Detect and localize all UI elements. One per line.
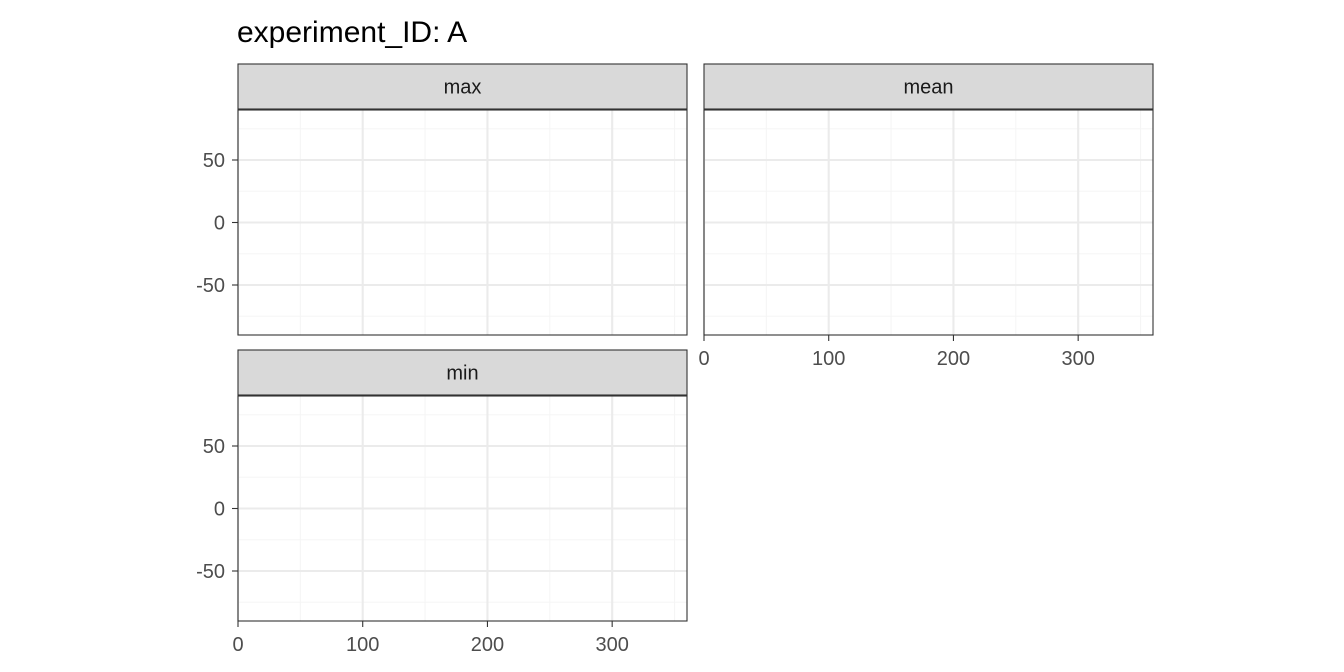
facet-max: max -50 0 50 <box>196 63 688 336</box>
x-tick-label: 300 <box>1061 348 1094 370</box>
x-tick-label: 300 <box>595 634 628 656</box>
strip-mean <box>703 63 1154 110</box>
strip-label: mean <box>903 77 953 99</box>
x-tick-label: 0 <box>698 348 709 370</box>
x-tick-label: 0 <box>232 634 243 656</box>
y-tick-label: -50 <box>196 275 225 297</box>
facet-mean: mean 0 100 200 300 <box>698 63 1154 370</box>
y-tick-label: 50 <box>203 436 225 458</box>
panel-border <box>703 109 1154 336</box>
strip-label: max <box>444 77 482 99</box>
x-tick-label: 100 <box>812 348 845 370</box>
y-tick-label: -50 <box>196 561 225 583</box>
chart-title: experiment_ID: A <box>237 16 467 49</box>
x-tick-label: 200 <box>471 634 504 656</box>
facets: max -50 0 50 mean 0 100 200 300 min -50 0 50 0 100 200 3… <box>196 63 1154 656</box>
x-tick-label: 200 <box>937 348 970 370</box>
facet-min: min -50 0 50 0 100 200 300 <box>196 349 688 656</box>
strip-max <box>237 63 688 110</box>
strip-label: min <box>446 363 478 385</box>
y-tick-label: 0 <box>214 499 225 521</box>
strip-min <box>237 349 688 396</box>
x-tick-label: 100 <box>346 634 379 656</box>
y-tick-label: 50 <box>203 150 225 172</box>
y-tick-label: 0 <box>214 213 225 235</box>
